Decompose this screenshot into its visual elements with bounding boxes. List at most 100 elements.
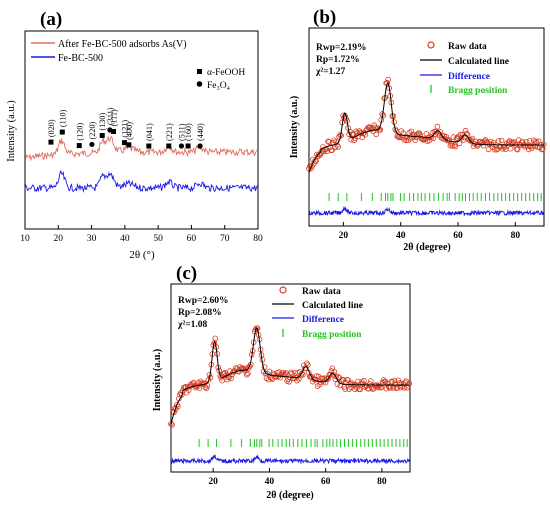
raw-data-point [385, 76, 392, 83]
raw-data-point [532, 138, 539, 145]
raw-data-point [289, 370, 295, 377]
panel-a-peak-labels: (020)(110) (120) (220)(130)(311)(111)(121)… [47, 107, 205, 149]
panel-c-label: (c) [176, 263, 197, 284]
raw-data-point [361, 377, 367, 384]
raw-data-point [469, 135, 476, 142]
raw-data-point [325, 138, 331, 145]
raw-data-point [168, 420, 174, 427]
peak-marker-square [48, 139, 54, 145]
peak-label: (221) [165, 123, 174, 141]
raw-data-point [288, 369, 294, 376]
raw-data-point [273, 374, 280, 380]
raw-data-point [498, 137, 505, 144]
c-legend-raw: Raw data [302, 287, 341, 297]
raw-data-point [485, 146, 492, 153]
raw-data-point [212, 335, 219, 342]
peak-label: (130) [98, 113, 107, 131]
panel-b-rwp: Rwp=2.19% [316, 43, 367, 53]
raw-data-point [491, 146, 498, 153]
raw-data-point [396, 134, 403, 141]
raw-data-point [353, 128, 359, 135]
peak-marker-square [126, 142, 132, 148]
alpha-feooh-marker [197, 69, 202, 74]
x-tick-label: 50 [153, 234, 163, 244]
raw-data-point [329, 147, 335, 153]
fe3o4-marker [196, 81, 203, 87]
raw-data-point [334, 381, 341, 387]
raw-data-point [406, 380, 413, 387]
x-tick-label: 60 [187, 234, 197, 244]
legend-febc-label: Fe-BC-500 [58, 53, 103, 64]
c-legend-bragg: Bragg position [302, 330, 362, 340]
x-tick-label: 70 [220, 234, 230, 244]
peak-marker-square [111, 128, 117, 134]
x-tick-label: 60 [321, 477, 331, 487]
x-tick-label: 20 [339, 231, 349, 241]
raw-data-point [219, 377, 226, 384]
raw-data-point [228, 375, 234, 382]
panel-b-plot [306, 76, 547, 217]
panel-c-x-ticks: 20 40 60 80 [208, 468, 387, 487]
raw-data-point [244, 371, 250, 378]
peak-label: (511) [177, 123, 186, 141]
panel-a-series [24, 135, 259, 193]
x-tick-label: 40 [120, 234, 130, 244]
raw-data-point [245, 370, 251, 377]
panel-c-chi2: χ²=1.08 [177, 320, 208, 330]
raw-data-point [412, 137, 419, 143]
raw-data-point [457, 131, 464, 138]
peak-marker-square [146, 143, 152, 149]
peak-marker-circle [89, 141, 95, 148]
panel-b-ylabel: Intensity (a.u.) [289, 96, 300, 159]
x-tick-label: 80 [377, 477, 387, 487]
x-tick-label: 80 [253, 234, 263, 244]
peak-label: (121) [121, 120, 130, 138]
panel-c-rwp: Rwp=2.60% [178, 296, 229, 306]
raw-data-point [392, 126, 399, 133]
raw-data-point [404, 134, 411, 141]
peak-marker-circle [197, 143, 203, 149]
raw-data-point [540, 141, 547, 148]
panel-c-frame [170, 283, 411, 473]
c-legend-raw-marker [279, 286, 287, 294]
raw-data-point [454, 135, 461, 141]
raw-data-point [487, 138, 494, 145]
panel-a-ylabel: Intensity (a.u.) [6, 100, 17, 162]
raw-data-point [357, 386, 363, 393]
raw-data-point [203, 385, 210, 392]
raw-data-point [452, 143, 459, 150]
b-legend-raw-marker [427, 41, 435, 49]
panel-a-xlabel: 2θ (°) [129, 249, 155, 261]
raw-data-point [391, 377, 398, 384]
panel-b-stats: Rwp=2.19% Rp=1.72% χ²=1.27 [315, 43, 367, 77]
raw-data-point [327, 371, 334, 378]
raw-data-point [169, 422, 175, 428]
raw-data-point [513, 146, 520, 152]
panel-c-legend: Raw data Calculated line Difference Brag… [272, 286, 363, 340]
raw-data-point [519, 138, 526, 145]
panel-c-plot [168, 325, 413, 465]
raw-data-point [373, 131, 380, 138]
raw-data-point [495, 138, 502, 144]
peak-label: (160) [184, 123, 193, 141]
raw-data-point [466, 137, 473, 144]
x-tick-label: 80 [511, 231, 521, 241]
series-after-adsorption [24, 135, 259, 162]
raw-data-point [299, 370, 305, 377]
x-tick-label: 20 [208, 477, 218, 487]
raw-data-point [179, 391, 185, 398]
panel-c-rp: Rp=2.08% [178, 308, 222, 318]
panel-b-rp: Rp=1.72% [316, 55, 360, 65]
raw-data-point [538, 146, 545, 153]
peak-marker-square [76, 143, 82, 149]
legend-after-label: After Fe-BC-500 adsorbs As(V) [58, 39, 187, 50]
raw-data-point [526, 138, 533, 144]
raw-data-point [316, 381, 323, 388]
peak-marker-square [185, 143, 191, 149]
raw-data-point [294, 377, 300, 384]
panel-a: (a) 10 20 30 40 50 60 70 80 2θ (°) Intensity (a… [6, 9, 263, 261]
panel-c-xlabel: 2θ (degree) [266, 490, 314, 501]
raw-data-point [507, 145, 514, 152]
peak-marker-square [59, 129, 65, 135]
